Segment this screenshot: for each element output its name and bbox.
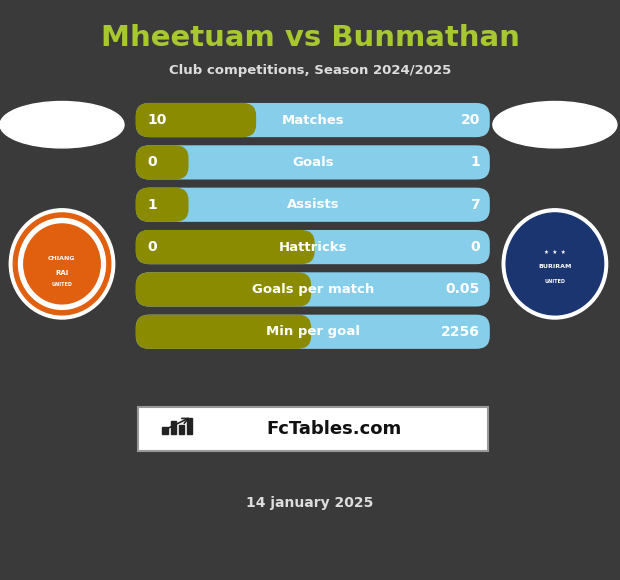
Text: Mheetuam vs Bunmathan: Mheetuam vs Bunmathan: [100, 24, 520, 52]
Bar: [170, 421, 176, 434]
FancyBboxPatch shape: [136, 103, 490, 137]
Ellipse shape: [13, 213, 111, 315]
FancyBboxPatch shape: [136, 187, 490, 222]
FancyBboxPatch shape: [136, 272, 490, 306]
Text: Club competitions, Season 2024/2025: Club competitions, Season 2024/2025: [169, 64, 451, 77]
Text: 1: 1: [148, 198, 157, 212]
FancyBboxPatch shape: [136, 230, 490, 264]
Text: FcTables.com: FcTables.com: [266, 420, 401, 438]
FancyBboxPatch shape: [136, 314, 490, 349]
FancyBboxPatch shape: [136, 103, 256, 137]
Ellipse shape: [502, 209, 608, 319]
Text: 10: 10: [148, 113, 167, 127]
Text: UNITED: UNITED: [51, 282, 73, 287]
Text: Assists: Assists: [286, 198, 339, 211]
Text: Min per goal: Min per goal: [266, 325, 360, 338]
Text: ★  ★  ★: ★ ★ ★: [544, 250, 565, 255]
FancyBboxPatch shape: [136, 187, 188, 222]
Text: 2256: 2256: [441, 325, 480, 339]
Ellipse shape: [24, 224, 100, 304]
Ellipse shape: [506, 213, 604, 315]
FancyBboxPatch shape: [136, 230, 314, 264]
Text: CHIANG: CHIANG: [48, 256, 76, 260]
Text: 14 january 2025: 14 january 2025: [246, 496, 374, 510]
Text: 20: 20: [461, 113, 480, 127]
Text: RAI: RAI: [55, 270, 69, 275]
Ellipse shape: [19, 219, 105, 309]
FancyBboxPatch shape: [136, 145, 490, 179]
Ellipse shape: [493, 102, 617, 148]
FancyBboxPatch shape: [136, 272, 311, 306]
FancyBboxPatch shape: [136, 145, 188, 179]
Text: Goals per match: Goals per match: [252, 283, 374, 296]
Text: BURIRAM: BURIRAM: [538, 264, 572, 269]
Text: 0: 0: [148, 155, 157, 169]
Ellipse shape: [0, 102, 124, 148]
FancyBboxPatch shape: [138, 407, 488, 451]
Text: UNITED: UNITED: [544, 279, 565, 284]
Text: Goals: Goals: [292, 156, 334, 169]
Bar: [187, 418, 192, 434]
FancyBboxPatch shape: [136, 314, 311, 349]
Bar: [162, 427, 168, 434]
Bar: [179, 425, 184, 434]
Text: 0.05: 0.05: [446, 282, 480, 296]
Text: Matches: Matches: [281, 114, 344, 126]
Text: 7: 7: [470, 198, 480, 212]
Ellipse shape: [9, 209, 115, 319]
Text: 1: 1: [470, 155, 480, 169]
Text: Hattricks: Hattricks: [278, 241, 347, 253]
Text: 0: 0: [470, 240, 480, 254]
Text: 0: 0: [148, 240, 157, 254]
